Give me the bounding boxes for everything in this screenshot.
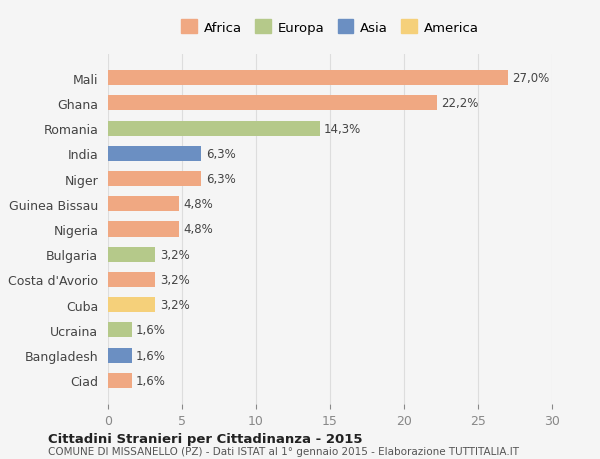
Text: 14,3%: 14,3% — [324, 123, 361, 135]
Text: 1,6%: 1,6% — [136, 324, 166, 336]
Bar — [108, 121, 320, 136]
Legend: Africa, Europa, Asia, America: Africa, Europa, Asia, America — [178, 17, 482, 39]
Text: Cittadini Stranieri per Cittadinanza - 2015: Cittadini Stranieri per Cittadinanza - 2… — [48, 432, 362, 445]
Bar — [108, 247, 155, 262]
Bar — [108, 272, 155, 287]
Bar — [108, 297, 155, 313]
Bar — [108, 373, 131, 388]
Bar — [108, 172, 201, 187]
Text: 4,8%: 4,8% — [184, 198, 213, 211]
Text: 6,3%: 6,3% — [206, 173, 235, 185]
Text: 4,8%: 4,8% — [184, 223, 213, 236]
Bar — [108, 96, 437, 111]
Text: 3,2%: 3,2% — [160, 274, 190, 286]
Bar — [108, 222, 179, 237]
Bar — [108, 71, 508, 86]
Bar — [108, 197, 179, 212]
Text: 6,3%: 6,3% — [206, 147, 235, 161]
Text: 3,2%: 3,2% — [160, 248, 190, 261]
Bar — [108, 348, 131, 363]
Bar — [108, 323, 131, 338]
Text: 22,2%: 22,2% — [441, 97, 478, 110]
Text: 1,6%: 1,6% — [136, 374, 166, 387]
Text: 3,2%: 3,2% — [160, 298, 190, 312]
Text: 1,6%: 1,6% — [136, 349, 166, 362]
Bar — [108, 146, 201, 162]
Text: 27,0%: 27,0% — [512, 72, 549, 85]
Text: COMUNE DI MISSANELLO (PZ) - Dati ISTAT al 1° gennaio 2015 - Elaborazione TUTTITA: COMUNE DI MISSANELLO (PZ) - Dati ISTAT a… — [48, 446, 519, 456]
